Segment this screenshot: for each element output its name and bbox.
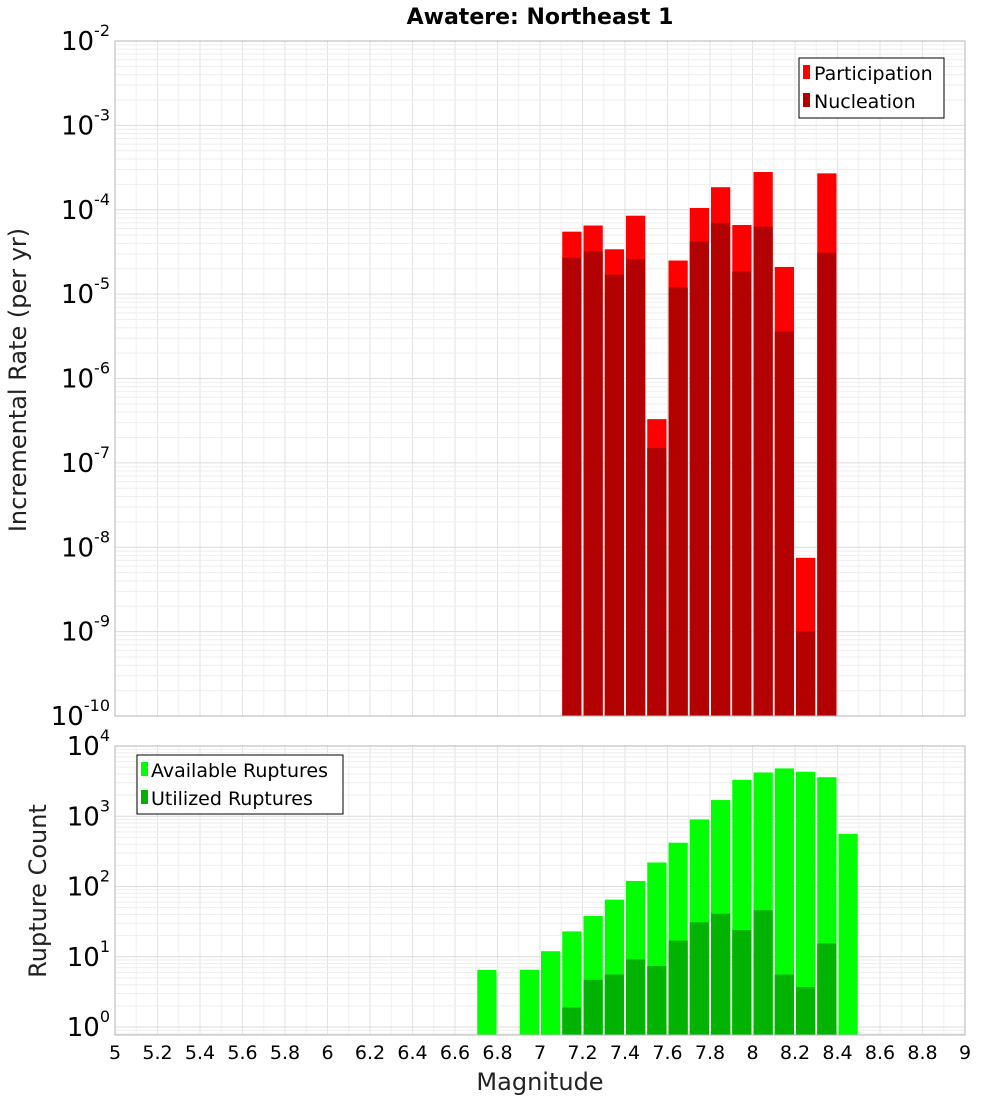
x-tick-label: 6.8 [482,1042,512,1064]
bar-nucleation-11 [796,631,816,716]
x-tick-label: 6.2 [355,1042,385,1064]
legend-swatch-participation [803,65,810,79]
top-y-tick-m9: 10-9 [61,612,110,648]
bar-available-ruptures-13 [774,768,794,1035]
bar-utilized-ruptures-7 [711,913,731,1035]
bottom-plot-border [114,745,966,1036]
legend-label-participation: Participation [814,63,933,85]
x-tick-label: 8.4 [822,1042,852,1064]
nucleation-bars [562,222,837,717]
bar-available-ruptures-16 [838,833,858,1035]
bar-nucleation-10 [774,331,794,716]
bar-nucleation-8 [732,271,752,716]
bottom-y-tick-2: 102 [67,867,110,903]
bottom-legend-box [136,754,344,815]
bar-nucleation-2 [604,274,624,716]
x-tick-label: 9 [959,1042,971,1064]
x-tick-label: 5.8 [270,1042,300,1064]
bar-nucleation-12 [817,252,837,716]
x-tick-label: 6.4 [397,1042,427,1064]
top-y-tick-m4: 10-4 [61,190,110,226]
bar-utilized-ruptures-8 [732,930,752,1035]
bar-nucleation-0 [562,257,582,716]
x-tick-label: 7.8 [695,1042,725,1064]
top-y-tick-m10: 10-10 [51,696,110,732]
bottom-y-tick-labels: 100 101 102 103 104 [67,726,110,1043]
legend-swatch-available-ruptures [141,762,148,776]
bar-utilized-ruptures-4 [647,965,667,1035]
bar-utilized-ruptures-0 [562,1007,582,1035]
x-tick-labels: 5 5.2 5.4 5.6 5.8 6 6.2 6.4 6.6 6.8 7 7.2 7.4 7.6 7.8 8… [109,1042,971,1064]
top-y-tick-m3: 10-3 [61,105,110,141]
bar-available-ruptures-14 [796,771,816,1035]
bottom-panel: 100 101 102 103 104 Rupture Count Available … [24,726,971,1096]
top-y-tick-labels: 10-10 10-9 10-8 10-7 10-6 10-5 10-4 10-3 10-2 [51,21,110,732]
bar-available-ruptures-2 [541,951,561,1035]
top-gridlines [114,40,966,717]
bar-available-ruptures-0 [477,969,497,1035]
bar-nucleation-9 [753,226,773,716]
x-tick-label: 8.6 [865,1042,895,1064]
x-axis-title: Magnitude [476,1068,603,1096]
bar-nucleation-4 [647,448,667,716]
top-y-tick-m5: 10-5 [61,274,110,310]
x-tick-label: 6.6 [440,1042,470,1064]
legend-label-nucleation: Nucleation [814,91,916,113]
bar-utilized-ruptures-11 [796,987,816,1035]
bar-utilized-ruptures-1 [583,979,603,1035]
legend-swatch-utilized-ruptures [141,790,148,804]
bottom-legend: Available Ruptures Utilized Ruptures [136,754,344,815]
top-panel: 10-10 10-9 10-8 10-7 10-6 10-5 10-4 10-3 10-2 In… [4,21,966,732]
bottom-y-tick-1: 101 [67,937,110,973]
x-tick-label: 6 [321,1042,333,1064]
legend-label-utilized-ruptures: Utilized Ruptures [151,788,313,810]
bar-utilized-ruptures-6 [689,922,709,1035]
x-tick-label: 7.6 [652,1042,682,1064]
legend-swatch-nucleation [803,93,810,107]
x-tick-label: 5 [109,1042,121,1064]
top-y-tick-m8: 10-8 [61,527,110,563]
bottom-y-axis-title: Rupture Count [24,804,52,978]
x-tick-label: 7.2 [567,1042,597,1064]
bar-utilized-ruptures-2 [604,974,624,1035]
x-tick-label: 5.2 [142,1042,172,1064]
bar-nucleation-5 [668,287,688,716]
x-tick-label: 8 [746,1042,758,1064]
x-tick-label: 5.4 [185,1042,215,1064]
bar-nucleation-7 [711,222,731,716]
legend-label-available-ruptures: Available Ruptures [151,760,328,782]
top-y-tick-m6: 10-6 [61,359,110,395]
bottom-y-tick-4: 104 [67,726,110,762]
bar-utilized-ruptures-12 [817,943,837,1035]
x-tick-label: 8.8 [907,1042,937,1064]
top-y-tick-m7: 10-7 [61,443,110,479]
bar-nucleation-1 [583,251,603,716]
x-tick-label: 5.6 [227,1042,257,1064]
bar-nucleation-6 [689,241,709,717]
top-legend: Participation Nucleation [798,57,945,119]
bottom-y-tick-0: 100 [67,1007,110,1043]
bar-utilized-ruptures-10 [774,974,794,1035]
bar-nucleation-3 [626,259,646,716]
bar-available-ruptures-1 [519,969,539,1035]
top-y-tick-m2: 10-2 [61,21,110,57]
bar-utilized-ruptures-9 [753,910,773,1035]
chart-title: Awatere: Northeast 1 [407,5,674,30]
x-tick-label: 8.2 [780,1042,810,1064]
x-tick-label: 7 [534,1042,546,1064]
bar-utilized-ruptures-3 [626,959,646,1035]
utilized-ruptures-bars [562,910,837,1035]
bar-utilized-ruptures-5 [668,940,688,1035]
x-tick-label: 7.4 [610,1042,640,1064]
bottom-y-tick-3: 103 [67,796,110,832]
top-plot-border [114,40,966,717]
top-y-axis-title: Incremental Rate (per yr) [4,228,32,532]
top-legend-box [798,57,945,119]
